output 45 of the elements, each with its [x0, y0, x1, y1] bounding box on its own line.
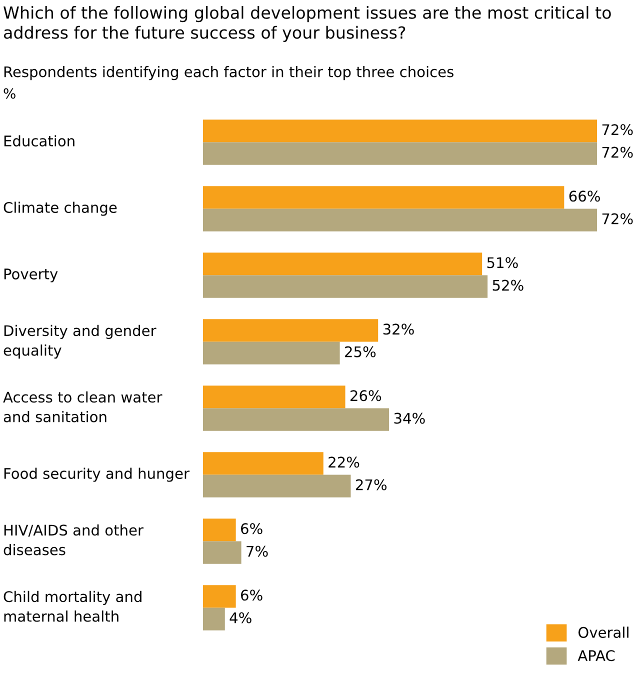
bar	[203, 252, 482, 276]
data-label: 66%	[569, 190, 600, 202]
data-label: 52%	[492, 280, 524, 291]
bar	[203, 120, 597, 142]
bar	[203, 142, 597, 165]
bar	[203, 518, 236, 542]
y-tick-label: Climate change	[4, 202, 117, 216]
data-label: 51%	[487, 257, 518, 268]
bar	[203, 541, 242, 564]
data-label: 6%	[241, 590, 262, 601]
chart-title: Which of the following global development issues are the most critical to address for the future success of your business?	[4, 6, 611, 42]
data-label: 32%	[383, 324, 414, 335]
data-label: 25%	[345, 346, 376, 358]
y-tick-label: HIV/AIDS and other diseases	[4, 524, 144, 556]
bar	[203, 474, 351, 498]
bar	[203, 275, 488, 298]
bar	[203, 585, 236, 608]
y-tick-label: Food security and hunger	[4, 468, 190, 482]
bar	[203, 386, 346, 408]
legend-label: APAC	[578, 650, 615, 662]
data-label: 26%	[350, 390, 382, 402]
data-label: 4%	[230, 612, 252, 624]
text: %	[4, 88, 16, 99]
bar	[203, 608, 225, 630]
data-label: 72%	[602, 213, 633, 224]
y-tick-label: Access to clean water and sanitation	[3, 391, 162, 422]
bar	[203, 408, 390, 431]
data-label: 6%	[241, 523, 262, 534]
bar	[203, 342, 340, 364]
bar	[203, 186, 564, 209]
data-label: 72%	[602, 146, 633, 158]
data-label: 72%	[602, 124, 633, 136]
bar	[203, 319, 378, 342]
data-label: 27%	[356, 479, 387, 490]
y-tick-label: Diversity and gender equality	[4, 324, 156, 359]
y-tick-label: Education	[4, 135, 74, 146]
bar	[203, 208, 597, 232]
data-label: 34%	[394, 412, 425, 424]
data-label: 22%	[328, 456, 360, 468]
y-tick-label: Poverty	[4, 268, 58, 282]
chart-subtitle: Respondents identifying each factor in their top three choices	[4, 66, 454, 80]
data-label: 7%	[246, 546, 268, 557]
bar	[203, 452, 324, 475]
y-tick-label: Child mortality and maternal health	[4, 590, 142, 622]
legend-label: Overall	[578, 626, 628, 638]
